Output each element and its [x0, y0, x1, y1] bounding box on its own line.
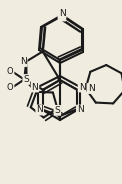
- Text: N: N: [36, 105, 43, 114]
- Text: N: N: [77, 105, 84, 114]
- Text: N: N: [79, 82, 85, 91]
- Text: O: O: [7, 67, 14, 76]
- Text: S: S: [23, 75, 29, 84]
- Text: O: O: [7, 83, 14, 92]
- Text: N: N: [20, 57, 27, 66]
- Text: N: N: [59, 11, 65, 20]
- Text: N: N: [59, 8, 65, 17]
- Text: S: S: [55, 106, 60, 115]
- Text: N: N: [88, 84, 94, 93]
- Text: N: N: [32, 82, 38, 91]
